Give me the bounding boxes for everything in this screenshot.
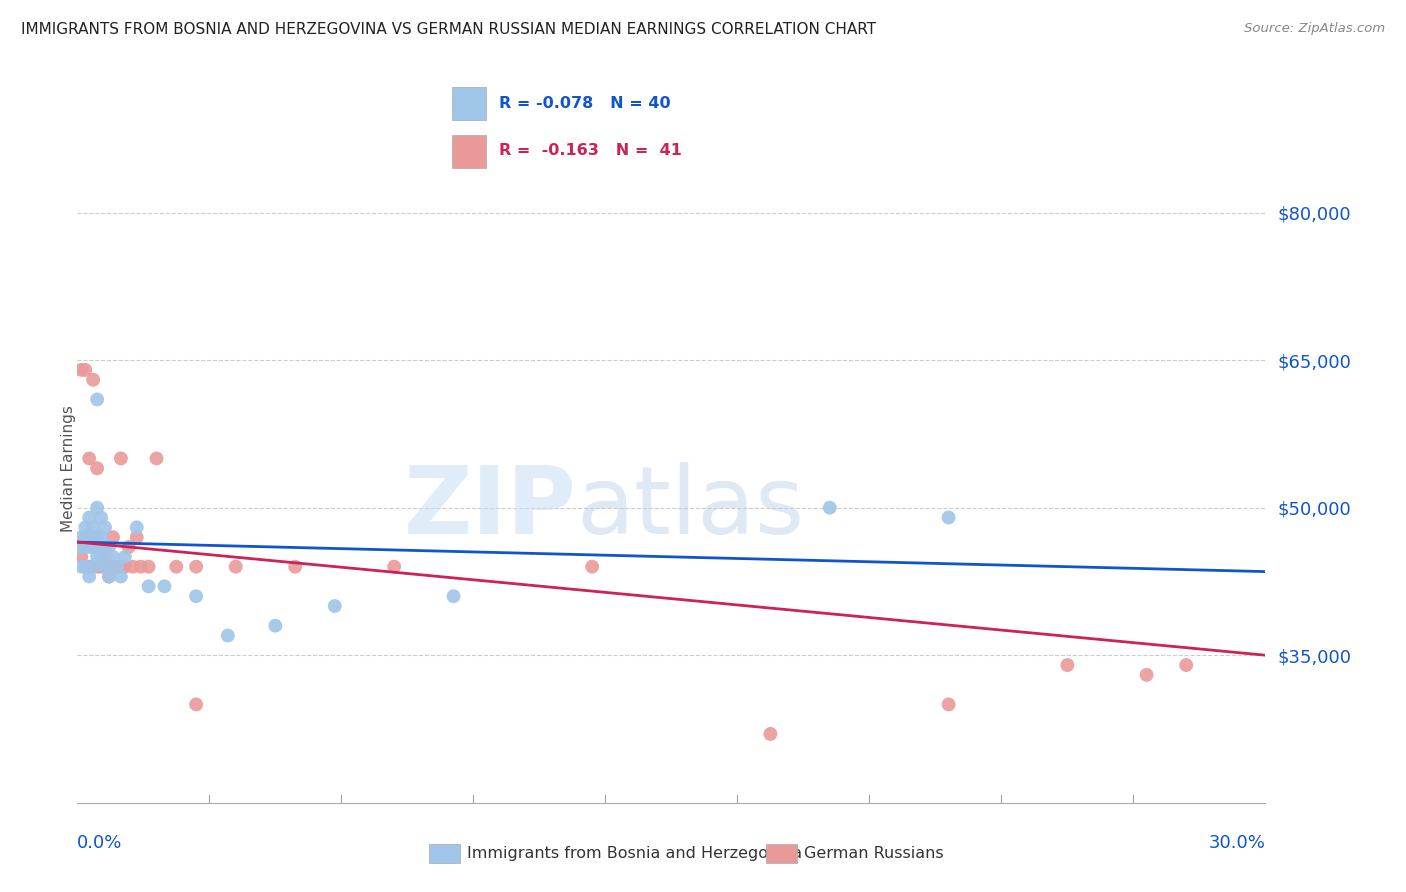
Point: [77, 540, 100, 554]
Point: [90, 530, 112, 544]
Point: [86, 392, 108, 407]
Text: R = -0.078   N = 40: R = -0.078 N = 40: [499, 96, 671, 111]
Point: [94, 540, 117, 554]
Point: [82, 559, 104, 574]
Point: [94, 549, 117, 564]
Point: [938, 698, 960, 712]
Point: [98, 569, 121, 583]
Text: Immigrants from Bosnia and Herzegovina: Immigrants from Bosnia and Herzegovina: [467, 847, 801, 861]
Text: Source: ZipAtlas.com: Source: ZipAtlas.com: [1244, 22, 1385, 36]
Text: R =  -0.163   N =  41: R = -0.163 N = 41: [499, 144, 682, 158]
Point: [759, 727, 782, 741]
Point: [114, 549, 136, 564]
Point: [94, 559, 117, 574]
Point: [86, 530, 108, 544]
Point: [77, 510, 100, 524]
Point: [443, 589, 465, 603]
Point: [94, 520, 117, 534]
Point: [75, 530, 97, 544]
Point: [86, 549, 108, 564]
Point: [125, 520, 148, 534]
Point: [90, 559, 112, 574]
Point: [581, 559, 603, 574]
Point: [86, 559, 108, 574]
Point: [1175, 658, 1198, 673]
Point: [118, 540, 141, 554]
Point: [284, 559, 307, 574]
Point: [101, 530, 124, 544]
Point: [138, 579, 160, 593]
Point: [70, 559, 93, 574]
Point: [75, 540, 97, 554]
Point: [77, 451, 100, 466]
Y-axis label: Median Earnings: Median Earnings: [62, 405, 76, 532]
Point: [86, 530, 108, 544]
Point: [165, 559, 187, 574]
Point: [138, 559, 160, 574]
Point: [70, 549, 93, 564]
Point: [75, 520, 97, 534]
Point: [818, 500, 841, 515]
Text: atlas: atlas: [576, 462, 804, 555]
Point: [145, 451, 167, 466]
Point: [186, 589, 208, 603]
Point: [186, 698, 208, 712]
Point: [75, 540, 97, 554]
Point: [323, 599, 346, 613]
Point: [82, 559, 104, 574]
Point: [90, 540, 112, 554]
Text: 30.0%: 30.0%: [1209, 834, 1265, 852]
Point: [77, 569, 100, 583]
Point: [153, 579, 176, 593]
Point: [225, 559, 247, 574]
Point: [105, 559, 128, 574]
Point: [86, 461, 108, 475]
FancyBboxPatch shape: [453, 136, 486, 168]
Point: [82, 520, 104, 534]
Point: [938, 510, 960, 524]
Point: [110, 559, 132, 574]
Point: [94, 559, 117, 574]
Point: [77, 530, 100, 544]
Point: [264, 618, 287, 632]
Point: [98, 559, 121, 574]
Point: [90, 510, 112, 524]
Point: [110, 569, 132, 583]
Point: [75, 559, 97, 574]
Point: [82, 373, 104, 387]
Point: [75, 363, 97, 377]
Point: [70, 540, 93, 554]
Point: [98, 569, 121, 583]
Point: [98, 540, 121, 554]
Point: [110, 451, 132, 466]
Point: [70, 530, 93, 544]
Text: 0.0%: 0.0%: [77, 834, 122, 852]
Point: [1056, 658, 1078, 673]
Point: [114, 559, 136, 574]
FancyBboxPatch shape: [453, 87, 486, 120]
Point: [129, 559, 152, 574]
Point: [77, 559, 100, 574]
Point: [382, 559, 405, 574]
Point: [217, 629, 239, 643]
Point: [1136, 668, 1159, 682]
Point: [70, 363, 93, 377]
Text: German Russians: German Russians: [804, 847, 943, 861]
Point: [125, 530, 148, 544]
Point: [82, 540, 104, 554]
Point: [105, 559, 128, 574]
Point: [90, 549, 112, 564]
Text: ZIP: ZIP: [404, 462, 576, 555]
Point: [101, 549, 124, 564]
Point: [121, 559, 143, 574]
Text: IMMIGRANTS FROM BOSNIA AND HERZEGOVINA VS GERMAN RUSSIAN MEDIAN EARNINGS CORRELA: IMMIGRANTS FROM BOSNIA AND HERZEGOVINA V…: [21, 22, 876, 37]
Point: [186, 559, 208, 574]
Point: [101, 559, 124, 574]
Point: [86, 500, 108, 515]
